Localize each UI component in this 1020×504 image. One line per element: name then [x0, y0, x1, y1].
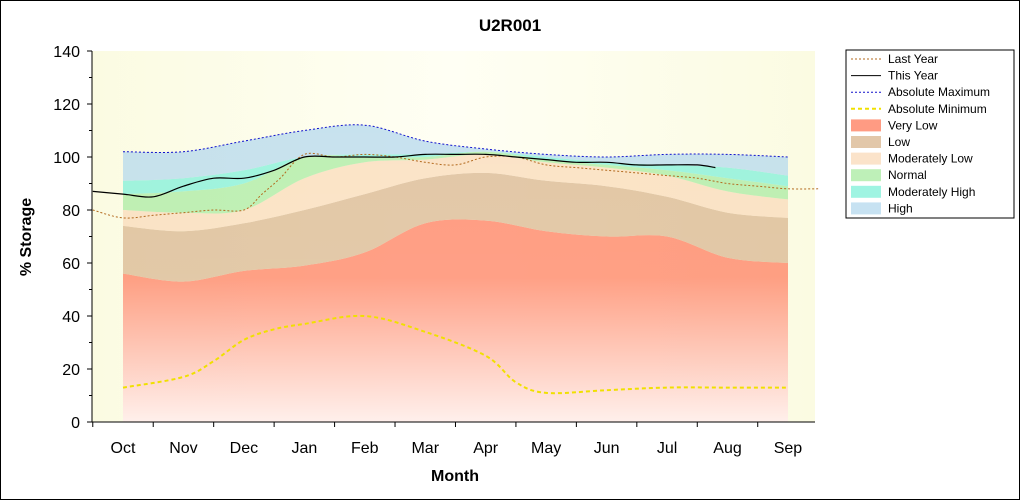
legend-item-very-low: Very Low — [851, 118, 938, 132]
chart-title: U2R001 — [479, 16, 541, 35]
legend-item-absolute-minimum: Absolute Minimum — [851, 102, 987, 116]
y-tick-label: 100 — [53, 150, 80, 167]
x-tick-label: Jan — [291, 440, 317, 457]
legend-label: Low — [888, 135, 910, 149]
y-ticks: 0 20 40 60 80 100 120 140 — [53, 44, 92, 432]
legend-item-moderately-low: Moderately Low — [851, 152, 973, 166]
legend-label: Very Low — [888, 118, 938, 132]
band-fade-overlay — [123, 101, 788, 422]
x-tick-label: Mar — [411, 440, 439, 457]
legend-label: Normal — [888, 168, 927, 182]
x-tick-label: Aug — [713, 440, 741, 457]
y-axis-label: % Storage — [18, 198, 35, 276]
legend-item-low: Low — [851, 135, 910, 149]
legend-label: Absolute Maximum — [888, 85, 990, 99]
y-tick-label: 0 — [71, 415, 80, 432]
legend: Last Year This Year Absolute Maximum Absolu… — [845, 49, 1015, 219]
x-tick-label: Jul — [657, 440, 677, 457]
y-tick-label: 120 — [53, 97, 80, 114]
legend-label: High — [888, 201, 913, 215]
y-tick-label: 60 — [62, 256, 80, 273]
x-tick-label: May — [531, 440, 561, 457]
legend-label: Absolute Minimum — [888, 102, 987, 116]
y-tick-label: 140 — [53, 44, 80, 61]
legend-label: Last Year — [888, 52, 938, 66]
x-tick-label: Oct — [111, 440, 136, 457]
legend-swatch — [851, 202, 881, 215]
series-last-year — [92, 152, 819, 219]
legend-item-high: High — [851, 201, 913, 215]
legend-swatch — [851, 185, 881, 198]
legend-swatch — [851, 152, 881, 165]
legend-label: Moderately High — [888, 185, 975, 199]
y-tick-label: 40 — [62, 309, 80, 326]
legend-items: Last Year This Year Absolute Maximum Absolu… — [851, 52, 990, 215]
x-tick-label: Sep — [774, 440, 803, 457]
legend-swatch — [851, 119, 881, 132]
y-tick-label: 80 — [62, 203, 80, 220]
x-axis-label: Month — [431, 468, 479, 485]
legend-label: This Year — [888, 69, 938, 83]
legend-item-this-year: This Year — [851, 69, 938, 83]
legend-swatch — [851, 169, 881, 182]
x-tick-label: Nov — [169, 440, 197, 457]
x-tick-label: Dec — [230, 440, 258, 457]
y-tick-label: 20 — [62, 362, 80, 379]
legend-item-normal: Normal — [851, 168, 927, 182]
series-absolute-maximum — [122, 124, 789, 158]
x-ticks: Oct Nov Dec Jan Feb Mar Apr May Jun Jul Aug Sep — [92, 422, 803, 457]
legend-item-moderately-high: Moderately High — [851, 185, 975, 199]
x-tick-label: Jun — [594, 440, 620, 457]
legend-item-last-year: Last Year — [851, 52, 938, 66]
series-absolute-minimum — [122, 314, 789, 395]
legend-item-absolute-maximum: Absolute Maximum — [851, 85, 990, 99]
series-this-year — [92, 153, 716, 198]
lines-layer — [92, 124, 819, 395]
x-tick-label: Apr — [473, 440, 499, 457]
legend-swatch — [851, 136, 881, 148]
legend-label: Moderately Low — [888, 152, 973, 166]
x-tick-label: Feb — [351, 440, 379, 457]
